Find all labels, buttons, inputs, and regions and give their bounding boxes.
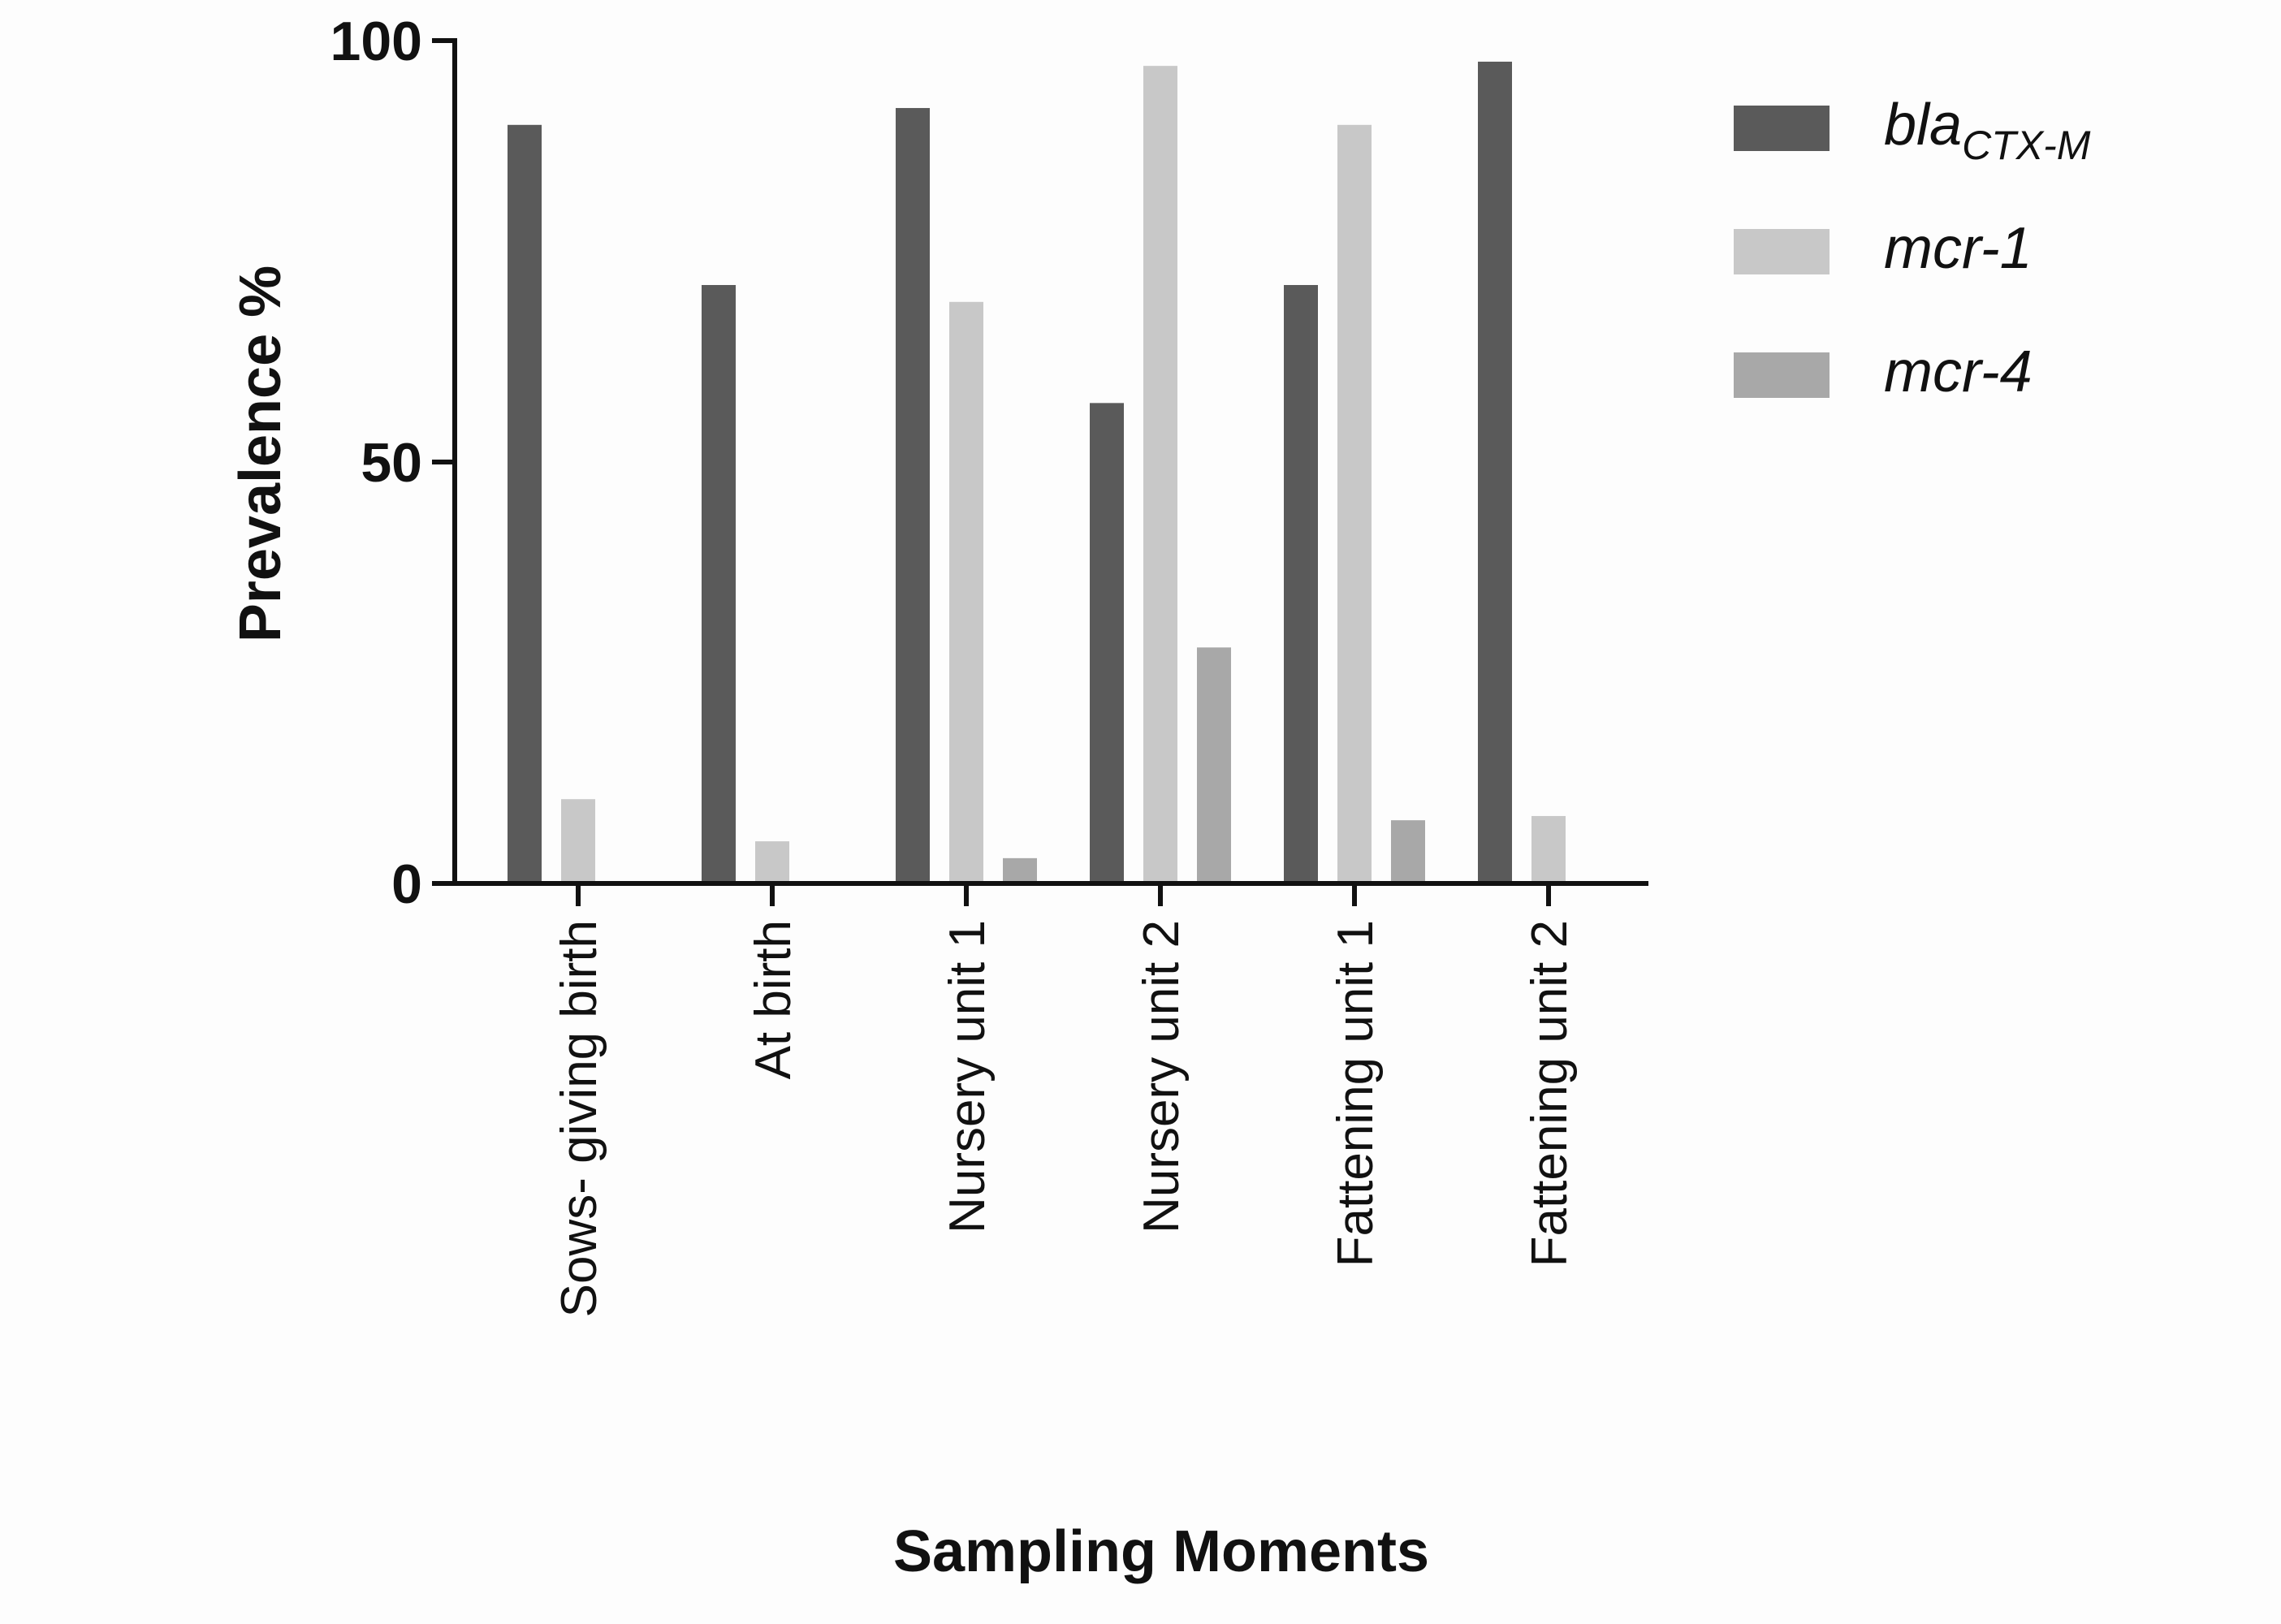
y-tick-label: 50 [361, 432, 422, 494]
y-ticks: 0 50 100 [330, 11, 455, 915]
bar-bla-3 [896, 108, 930, 884]
bar-mcr-1-5 [1337, 124, 1372, 884]
bar-bla-1 [508, 124, 542, 884]
y-tick-label: 100 [330, 11, 422, 72]
legend-swatch [1734, 106, 1830, 151]
legend-swatch [1734, 352, 1830, 398]
legend-label: blaCTX-M [1884, 93, 2091, 168]
x-tick-label: Fattening unit 1 [1328, 920, 1384, 1267]
legend-label: mcr-4 [1884, 339, 2033, 404]
bar-bla-2 [702, 285, 736, 883]
legend-swatch [1734, 229, 1830, 274]
x-tick-label: Nursery unit 1 [940, 920, 996, 1233]
bar-mcr-1-2 [755, 841, 789, 883]
legend-label: mcr-1 [1884, 216, 2033, 281]
y-axis-title: Prevalence % [228, 266, 293, 642]
bar-mcr-4-4 [1197, 647, 1231, 883]
x-tick-label: At birth [745, 920, 801, 1079]
bar-mcr-1-1 [561, 799, 595, 883]
bar-bla-6 [1478, 61, 1512, 883]
y-tick-label: 0 [391, 853, 422, 915]
x-tick-label: Fattening unit 2 [1522, 920, 1578, 1267]
bar-bla-4 [1090, 403, 1124, 884]
bar-mcr-4-3 [1003, 857, 1037, 883]
bar-mcr-1-6 [1531, 815, 1566, 883]
bar-mcr-4-5 [1391, 820, 1425, 883]
x-tick-label: Nursery unit 2 [1134, 920, 1190, 1233]
bar-bla-5 [1284, 285, 1318, 883]
x-axis-title: Sampling Moments [893, 1519, 1429, 1584]
bar-mcr-1-4 [1143, 66, 1177, 883]
bars [508, 61, 1566, 884]
legend: blaCTX-M mcr-1 mcr-4 [1734, 93, 2091, 404]
axes [452, 38, 1648, 886]
x-ticks: Sows- giving birth At birth Nursery unit 1… [551, 883, 1578, 1317]
x-tick-label: Sows- giving birth [551, 920, 607, 1317]
bar-mcr-1-3 [949, 301, 983, 883]
